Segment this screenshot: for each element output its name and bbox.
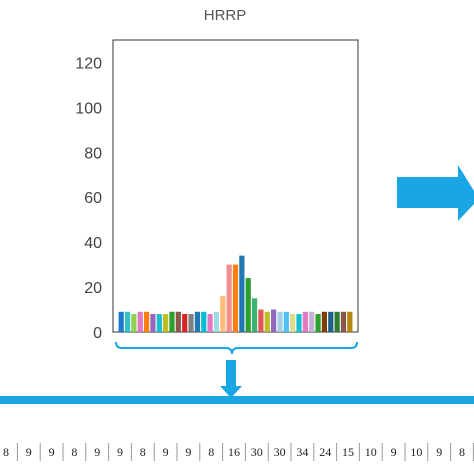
bar — [137, 311, 143, 332]
y-tick-label: 0 — [93, 325, 102, 342]
bar — [118, 311, 124, 332]
bar — [201, 311, 207, 332]
y-tick-label: 120 — [75, 55, 102, 72]
bar — [163, 314, 169, 332]
bar — [169, 311, 175, 332]
sequence-value: 34 — [296, 445, 308, 459]
sequence-value: 8 — [208, 445, 214, 459]
bar — [226, 264, 232, 332]
bar — [232, 264, 239, 332]
bar — [347, 311, 353, 332]
bar — [124, 311, 131, 332]
down-arrow — [220, 360, 242, 398]
bar — [309, 311, 315, 332]
y-tick-label: 60 — [84, 190, 102, 207]
bar — [131, 314, 137, 332]
y-tick-label: 40 — [84, 235, 102, 252]
sequence-value: 9 — [185, 445, 191, 459]
sequence-value: 24 — [319, 445, 331, 459]
bar — [264, 311, 270, 332]
bar — [271, 309, 277, 332]
sequence-value: 9 — [94, 445, 100, 459]
bar — [296, 314, 302, 332]
bar — [220, 296, 226, 332]
sequence-value: 9 — [26, 445, 32, 459]
bar — [328, 311, 334, 332]
y-tick-label: 20 — [84, 280, 102, 297]
sequence-value: 9 — [163, 445, 169, 459]
y-tick-label: 80 — [84, 145, 102, 162]
sequence-value: 8 — [459, 445, 465, 459]
bar — [143, 311, 150, 332]
bar — [277, 311, 283, 332]
bar — [321, 311, 328, 332]
y-axis-ticks: 0 20 40 60 80 100 120 — [75, 55, 102, 342]
bars — [118, 255, 353, 332]
bar — [334, 311, 340, 332]
sequence-value: 8 — [3, 445, 9, 459]
sequence-value: 10 — [365, 445, 377, 459]
chart-title: HRRP — [204, 7, 247, 24]
sequence-value: 9 — [49, 445, 55, 459]
bar — [315, 314, 321, 332]
bar — [302, 311, 308, 332]
brace — [115, 341, 358, 355]
bar — [194, 311, 200, 332]
bar — [258, 309, 264, 332]
sequence-value: 9 — [391, 445, 397, 459]
bar — [213, 311, 220, 332]
sequence-value: 16 — [228, 445, 240, 459]
bar — [245, 278, 251, 332]
sequence-value: 8 — [71, 445, 77, 459]
bar — [188, 314, 194, 332]
sequence-value: 30 — [274, 445, 286, 459]
bar — [283, 311, 289, 332]
bar — [239, 255, 245, 332]
bar — [290, 314, 296, 332]
bar — [182, 314, 188, 332]
right-arrow — [397, 165, 474, 221]
sequence-value: 9 — [436, 445, 442, 459]
sequence-value: 30 — [251, 445, 263, 459]
sequence-value: 15 — [342, 445, 354, 459]
sequence-value: 10 — [410, 445, 422, 459]
bar — [150, 314, 156, 332]
horizontal-band — [0, 396, 474, 404]
bar — [340, 311, 347, 332]
bar — [175, 311, 181, 332]
sequence-value: 8 — [140, 445, 146, 459]
bar — [156, 314, 162, 332]
bar — [251, 298, 258, 332]
bar — [207, 314, 213, 332]
y-tick-label: 100 — [75, 100, 102, 117]
value-sequence: 8 9 9 8 9 9 8 9 9 8 16 30 30 34 24 15 10 9 10 9 8 — [3, 443, 474, 461]
sequence-value: 9 — [117, 445, 123, 459]
